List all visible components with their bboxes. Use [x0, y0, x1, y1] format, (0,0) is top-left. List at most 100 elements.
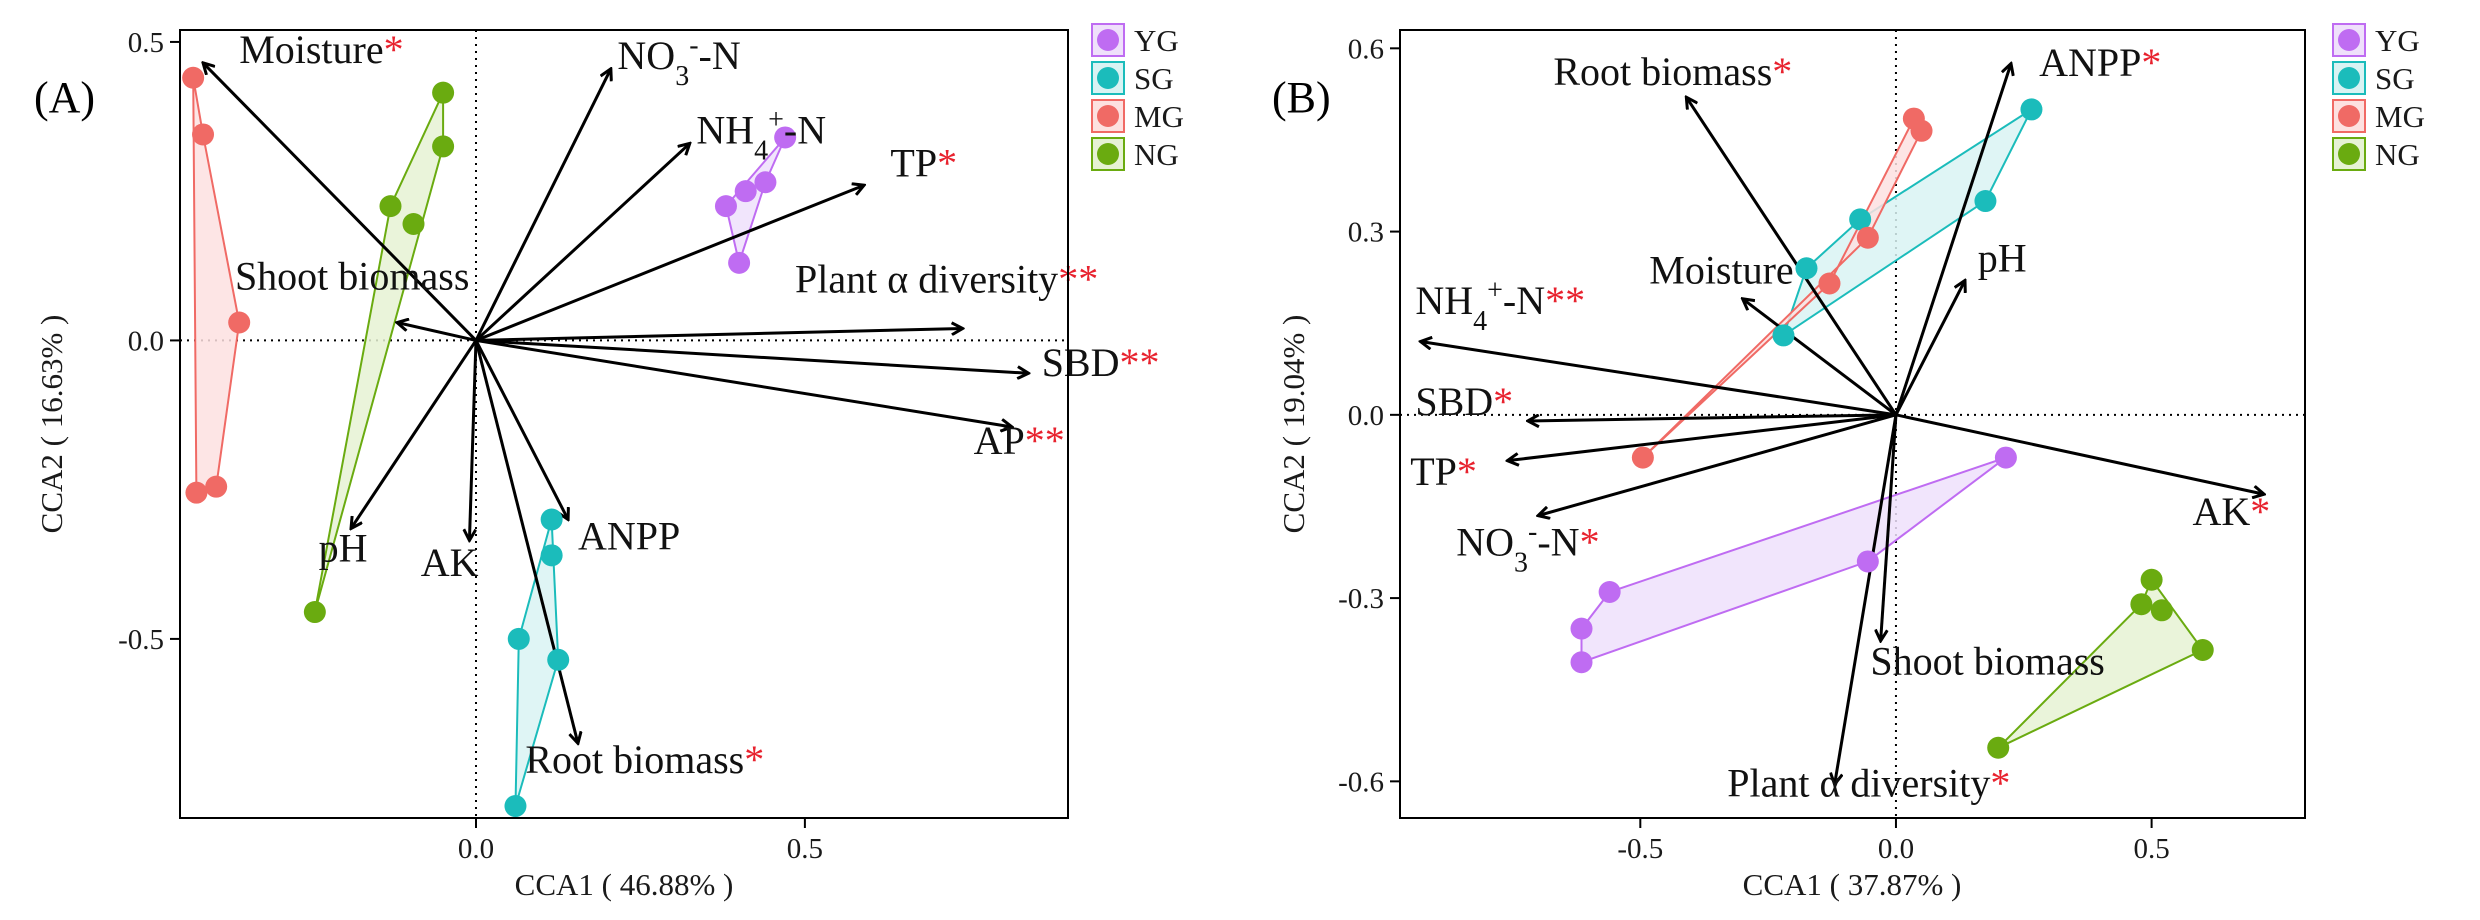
- p1-point-mg-4: [205, 475, 228, 498]
- p1-legend-label-ng: NG: [1134, 137, 1179, 172]
- p2-label-tp: TP*: [1410, 449, 1477, 494]
- p1-label-nh4-n: NH4+-N: [696, 104, 826, 166]
- p2-point-ng-1: [2140, 568, 2163, 591]
- p2-point-ng-5: [1987, 736, 2010, 759]
- p2-xtick-label-2: 0.0: [1878, 833, 1914, 865]
- p2-point-yg-1: [1994, 446, 2017, 469]
- p1-point-sg-1: [540, 508, 563, 531]
- p1-ytick-label-3: 0.5: [128, 27, 164, 59]
- p2-ytick-label-3: 0.0: [1348, 400, 1384, 432]
- p1-label-no3-n: NO3--N: [617, 29, 740, 91]
- p1-point-sg-2: [540, 544, 563, 567]
- p2-label-sbd: SBD*: [1415, 379, 1513, 424]
- p1-point-yg-5: [728, 251, 751, 274]
- p1-legend-label-mg: MG: [1134, 99, 1184, 134]
- p2-point-mg-2: [1910, 119, 1933, 142]
- p2-arrow-ak: [1895, 413, 2264, 494]
- p2-label-moisture: Moisture: [1649, 248, 1793, 293]
- p2-label-ph: pH: [1978, 235, 2027, 280]
- p1-label-plant-diversity: Plant α diversity**: [795, 257, 1098, 302]
- p2-y-axis-title: CCA2 ( 19.04% ): [1276, 315, 1311, 534]
- p1-label-shoot-biomass: Shoot biomass: [235, 254, 469, 299]
- p1-arrow-ak: [469, 340, 478, 540]
- p2-xtick-label-3: 0.5: [2133, 833, 2169, 865]
- p2-label-ak: AK*: [2193, 489, 2271, 534]
- p1-label-ph: pH: [319, 525, 368, 570]
- p2-ytick-label-4: 0.3: [1348, 217, 1384, 249]
- p2-point-yg-4: [1570, 617, 1593, 640]
- p1-point-sg-4: [507, 627, 530, 650]
- p1-label-anpp: ANPP: [578, 513, 680, 558]
- p2-point-ng-2: [2130, 593, 2153, 616]
- p1-point-mg-1: [182, 66, 205, 89]
- p1-point-yg-2: [754, 171, 777, 194]
- p1-arrow-nh4-n: [474, 143, 690, 342]
- p2-point-sg-5: [1772, 324, 1795, 347]
- p2-point-yg-5: [1570, 651, 1593, 674]
- p2-point-sg-2: [1974, 190, 1997, 213]
- p2-legend-label-mg: MG: [2375, 99, 2425, 134]
- p1-point-ng-3: [379, 195, 402, 218]
- p1-legend-label-yg: YG: [1134, 23, 1179, 58]
- p2-label-plant-diversity: Plant α diversity*: [1727, 761, 2010, 806]
- p2-x-axis-title: CCA1 ( 37.87% ): [1743, 867, 1962, 902]
- p1-xtick-label-2: 0.5: [787, 833, 823, 865]
- p2-label-nh4-n: NH4+-N**: [1415, 275, 1585, 337]
- p2-arrow-ph: [1894, 280, 1965, 416]
- p2-ytick-label-5: 0.6: [1348, 33, 1384, 65]
- p1-arrow-tp: [475, 185, 864, 342]
- p1-legend-marker-mg: [1097, 105, 1119, 127]
- p2-arrow-nh4-n: [1420, 342, 1897, 417]
- p2-legend-marker-sg: [2338, 67, 2360, 89]
- p1-x-axis-title: CCA1 ( 46.88% ): [515, 867, 734, 902]
- p1-arrow-moisture: [203, 63, 478, 342]
- p2-point-ng-3: [2150, 599, 2173, 622]
- p1-point-yg-4: [714, 195, 737, 218]
- p2-arrow-no3-n: [1538, 413, 1897, 516]
- p2-point-yg-2: [1856, 550, 1879, 573]
- p2-panel-label: (B): [1272, 73, 1331, 122]
- p2-label-root-biomass: Root biomass*: [1553, 49, 1792, 94]
- p2-point-sg-4: [1795, 257, 1818, 280]
- p2-point-mg-3: [1856, 226, 1879, 249]
- p1-y-axis-title: CCA2 ( 16.63% ): [34, 315, 69, 534]
- p1-arrow-shoot-biomass: [397, 323, 477, 342]
- p2-legend-label-yg: YG: [2375, 23, 2420, 58]
- panel-b: (B) Root biomass* ANPP* pH Moisture NH4+-N** S…: [1272, 23, 2425, 902]
- p1-point-ng-5: [303, 601, 326, 624]
- p2-arrow-shoot-biomass: [1881, 414, 1898, 641]
- p2-arrow-anpp: [1894, 64, 2011, 416]
- p2-label-no3-n: NO3--N*: [1456, 516, 1599, 578]
- p1-legend-marker-ng: [1097, 143, 1119, 165]
- p2-point-mg-5: [1631, 446, 1654, 469]
- p1-legend-label-sg: SG: [1134, 61, 1174, 96]
- p1-point-mg-2: [192, 123, 215, 146]
- p1-arrow-no3-n: [474, 69, 611, 342]
- p1-point-ng-2: [432, 135, 455, 158]
- p1-label-ap: AP**: [974, 418, 1065, 463]
- p2-point-sg-3: [1849, 208, 1872, 231]
- p1-label-tp: TP*: [890, 140, 957, 185]
- p1-point-ng-1: [432, 81, 455, 104]
- p2-point-yg-3: [1598, 580, 1621, 603]
- p2-legend-marker-yg: [2338, 29, 2360, 51]
- panel-a: (A) Moisture* NO3--N NH4+-N TP* Plant α diver…: [34, 23, 1184, 902]
- p1-arrow-anpp: [474, 339, 568, 519]
- p1-point-yg-3: [734, 180, 757, 203]
- p2-point-ng-4: [2191, 639, 2214, 662]
- p1-point-sg-5: [504, 795, 527, 818]
- p1-plot-frame: [179, 29, 1069, 819]
- p2-legend-marker-ng: [2338, 143, 2360, 165]
- p2-plot-frame: [1399, 29, 2306, 819]
- p2-legend-marker-mg: [2338, 105, 2360, 127]
- p1-label-sbd: SBD**: [1042, 340, 1160, 385]
- p2-arrow-tp: [1507, 413, 1897, 461]
- p1-panel-label: (A): [34, 73, 95, 122]
- p2-label-shoot-biomass: Shoot biomass: [1870, 638, 2104, 683]
- p2-legend-label-ng: NG: [2375, 137, 2420, 172]
- p1-point-sg-3: [547, 648, 570, 671]
- p2-ytick-label-2: -0.3: [1338, 583, 1384, 615]
- p1-arrow-ap: [475, 338, 1012, 427]
- p1-label-root-biomass: Root biomass*: [525, 737, 764, 782]
